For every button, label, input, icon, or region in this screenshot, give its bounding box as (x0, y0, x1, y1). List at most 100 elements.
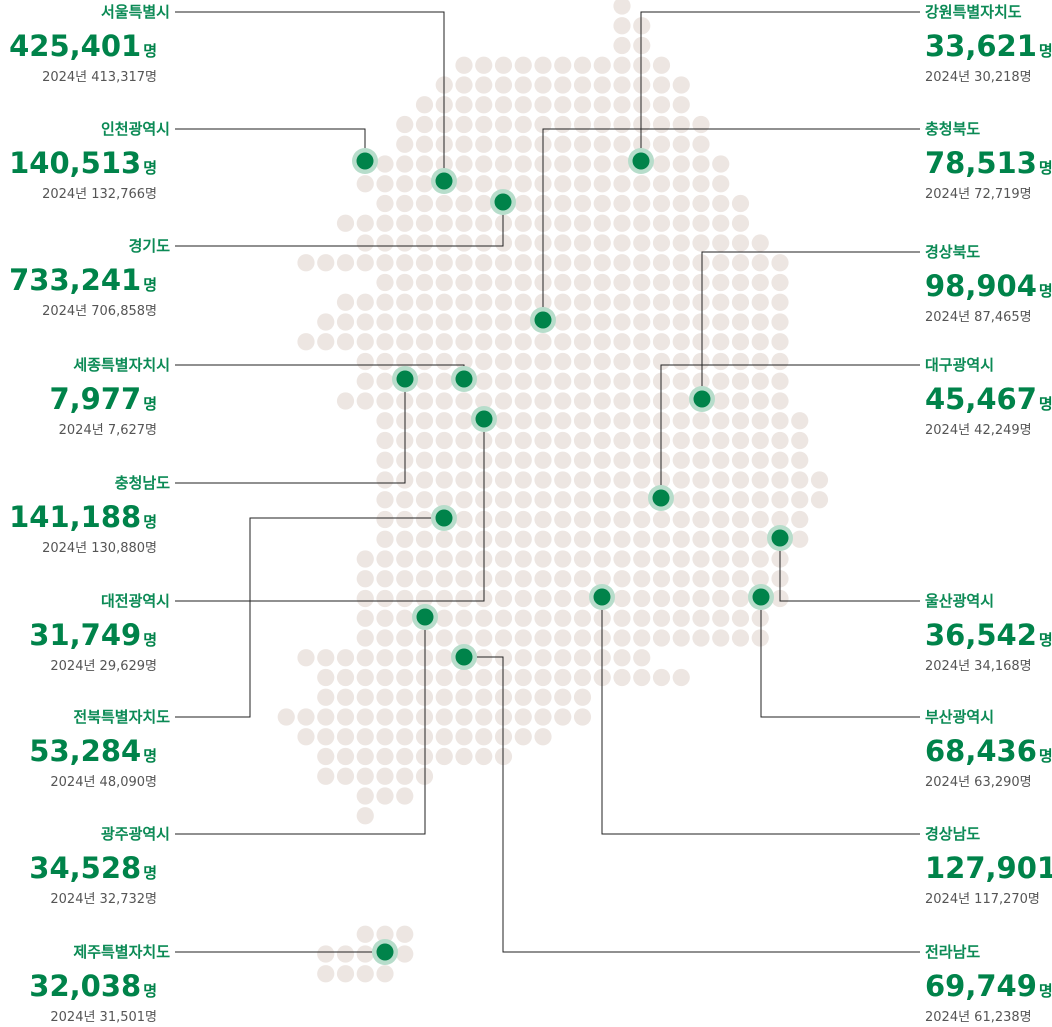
map-dot (652, 352, 671, 371)
map-dot (771, 254, 789, 272)
marker (593, 588, 611, 606)
map-dot (455, 412, 473, 430)
map-dot (415, 273, 434, 292)
map-dot (652, 96, 671, 114)
map-dot (356, 925, 374, 943)
map-dot (672, 471, 690, 489)
map-dot (672, 392, 690, 410)
map-dot (415, 214, 434, 232)
marker (771, 529, 789, 547)
map-dot (712, 570, 730, 588)
map-dot (573, 491, 592, 509)
map-dot (376, 451, 394, 469)
map-dot (593, 352, 611, 371)
map-dot (573, 392, 592, 410)
map-dot (692, 412, 710, 430)
map-dot (771, 392, 789, 410)
map-dot (435, 589, 453, 608)
value-number: 34,528 (29, 851, 141, 885)
map-dot (455, 333, 473, 351)
map-dot (672, 96, 690, 114)
map-dot (712, 629, 730, 647)
map-dot (514, 214, 532, 232)
map-dot (771, 471, 789, 489)
map-dot (376, 708, 394, 726)
marker (416, 608, 434, 626)
map-dot (435, 609, 453, 627)
map-dot (356, 609, 374, 627)
map-dot (573, 668, 592, 687)
map-dot (593, 135, 611, 153)
map-dot (751, 333, 769, 351)
map-dot (455, 530, 473, 548)
map-dot (692, 313, 710, 331)
map-dot (633, 649, 651, 667)
value-number: 31,749 (29, 618, 141, 652)
map-dot (573, 293, 592, 311)
map-dot (435, 688, 453, 706)
region-name: 전북특별자치도 (73, 708, 170, 726)
map-dot (613, 352, 631, 371)
map-dot (317, 668, 335, 687)
map-dot (475, 688, 493, 706)
map-dot (475, 214, 493, 232)
map-dot (692, 273, 710, 292)
map-dot (613, 96, 631, 114)
map-dot (494, 570, 513, 588)
map-dot (356, 807, 374, 825)
map-dot (554, 56, 572, 74)
map-dot (356, 767, 374, 785)
map-dot (514, 96, 532, 114)
value-number: 36,542 (925, 618, 1037, 652)
map-dot (573, 214, 592, 232)
map-dot (613, 372, 631, 390)
map-dot (613, 155, 631, 173)
region-name: 대전광역시 (101, 592, 170, 610)
map-dot (336, 688, 355, 706)
value-unit: 명 (1039, 631, 1052, 649)
previous-value: 2024년 413,317명 (42, 70, 157, 85)
map-dot (475, 96, 493, 114)
value-unit: 명 (143, 982, 157, 1000)
marker (632, 152, 650, 170)
map-dot (593, 510, 611, 529)
map-dot (751, 451, 769, 469)
map-dot (613, 412, 631, 430)
map-dot (692, 155, 710, 173)
map-dot (317, 728, 335, 746)
map-dot (514, 372, 532, 390)
map-dot (376, 530, 394, 548)
value-unit: 명 (143, 864, 157, 882)
map-dot (455, 510, 473, 529)
map-dot (633, 254, 651, 272)
map-dot (376, 431, 394, 450)
map-dot (593, 313, 611, 331)
map-dot (593, 550, 611, 568)
map-dot (356, 333, 374, 351)
map-dot (376, 214, 394, 232)
value-number: 68,436 (925, 734, 1037, 768)
map-dot (396, 668, 414, 687)
map-dot (771, 372, 789, 390)
map-dot (593, 234, 611, 252)
map-dot (475, 194, 493, 213)
map-dot (554, 589, 572, 608)
map-dot (455, 56, 473, 74)
map-dot (672, 491, 690, 509)
map-dot (652, 254, 671, 272)
map-dot (751, 530, 769, 548)
map-dot (415, 293, 434, 311)
map-dot (593, 214, 611, 232)
map-dot (396, 175, 414, 193)
value-unit: 명 (143, 159, 157, 177)
map-dot (336, 747, 355, 766)
map-dot (297, 728, 315, 746)
map-dot (554, 471, 572, 489)
map-dot (672, 570, 690, 588)
map-dot (376, 629, 394, 647)
map-dot (455, 392, 473, 410)
map-dot (554, 451, 572, 469)
connector (175, 419, 485, 602)
map-dot (672, 313, 690, 331)
map-dot (554, 254, 572, 272)
